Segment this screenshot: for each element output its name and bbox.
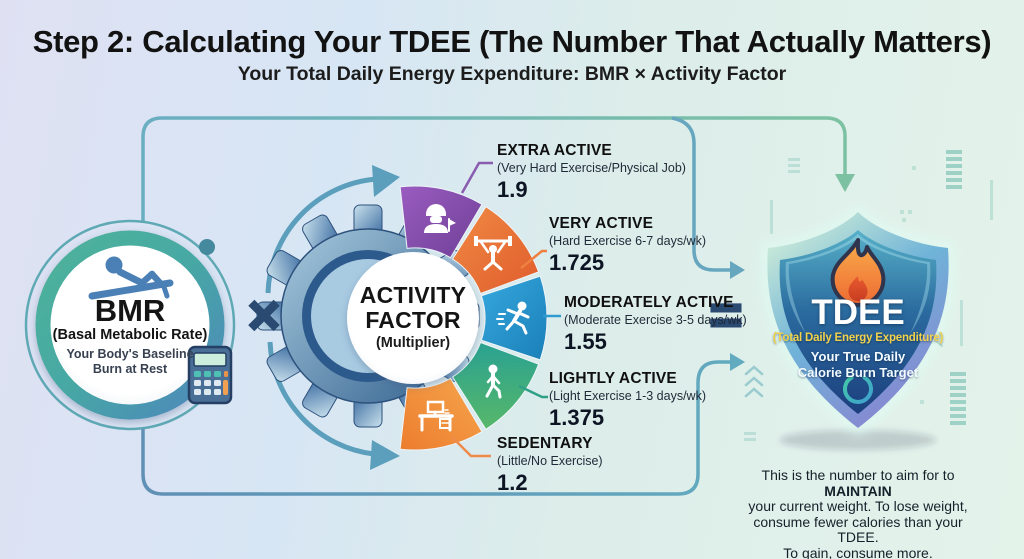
arrow-right-icon [730, 353, 745, 371]
bmr-text-block: BMR (Basal Metabolic Rate) Your Body's B… [45, 295, 215, 377]
activity-factor-text-block: ACTIVITY FACTOR (Multiplier) [333, 282, 493, 352]
footnote-line1: This is the number to aim for to MAINTAI… [733, 467, 983, 499]
level-desc: (Light Exercise 1-3 days/wk) [549, 389, 707, 403]
tdee-desc-line2: Calorie Burn Target [797, 364, 919, 380]
level-extra-active: EXTRA ACTIVE (Very Hard Exercise/Physica… [497, 142, 686, 203]
level-value: 1.2 [497, 470, 528, 495]
flame-icon [830, 238, 886, 307]
activity-hub [347, 252, 479, 384]
tdee-text-block: TDEE (Total Daily Energy Expenditure) Yo… [758, 293, 958, 380]
level-desc: (Moderate Exercise 3-5 days/wk) [564, 313, 747, 327]
arrow-down-icon [835, 174, 855, 192]
walker-icon [485, 364, 502, 399]
level-name: LIGHTLY ACTIVE [549, 370, 677, 387]
construction-worker-icon [424, 204, 456, 233]
activity-factor-label-line2: FACTOR [365, 307, 461, 333]
level-desc: (Hard Exercise 6-7 days/wk) [549, 234, 706, 248]
segment-sedentary [399, 377, 483, 451]
multiply-sign: × [246, 283, 281, 346]
level-name: MODERATELY ACTIVE [564, 294, 734, 311]
level-name: VERY ACTIVE [549, 215, 654, 232]
bmr-label: BMR [94, 293, 166, 328]
level-value: 1.725 [549, 250, 605, 275]
footnote-line1-pre: This is the number to aim for to [761, 467, 955, 483]
tdee-desc-line1: Your True Daily [810, 349, 906, 364]
activity-factor-label-line1: ACTIVITY [359, 282, 467, 308]
page-title: Step 2: Calculating Your TDEE (The Numbe… [32, 24, 992, 59]
weightlifter-icon [474, 236, 512, 271]
bmr-desc-line2: Burn at Rest [92, 362, 168, 376]
power-icon [843, 371, 873, 404]
level-sedentary: SEDENTARY (Little/No Exercise) 1.2 [497, 435, 603, 496]
level-name: EXTRA ACTIVE [497, 142, 612, 159]
ring-node-dot [199, 239, 215, 255]
calculator-icon [187, 345, 233, 405]
bmr-description: Your Body's Baseline Burn at Rest [45, 347, 215, 377]
tdee-shield [761, 203, 955, 450]
bmr-circle [24, 219, 236, 431]
bmr-desc-line1: Your Body's Baseline [66, 347, 194, 361]
level-name: SEDENTARY [497, 435, 593, 452]
rotation-arrowhead-icon [372, 165, 400, 197]
connector-bottom [141, 353, 745, 496]
equals-sign: = [708, 283, 744, 346]
rotation-arrowhead-icon [370, 440, 400, 470]
page-subtitle: Your Total Daily Energy Expenditure: BMR… [237, 63, 787, 85]
arrow-right-icon [730, 261, 745, 279]
tdee-description: Your True Daily Calorie Burn Target [758, 349, 958, 380]
footnote-line2: your current weight. To lose weight, [748, 498, 968, 514]
activity-factor-sublabel: (Multiplier) [375, 335, 451, 351]
desk-icon [418, 400, 454, 432]
reclining-person-icon [88, 256, 174, 300]
footnote-line4: To gain, consume more. [783, 544, 933, 559]
level-value: 1.9 [497, 177, 528, 202]
runner-icon [496, 301, 530, 335]
label-connectors [451, 161, 561, 458]
level-desc: (Little/No Exercise) [497, 454, 603, 468]
level-desc: (Very Hard Exercise/Physical Job) [497, 161, 686, 175]
tdee-sublabel: (Total Daily Energy Expenditure) [772, 332, 944, 344]
level-very-active: VERY ACTIVE (Hard Exercise 6-7 days/wk) … [549, 215, 706, 276]
level-moderately-active: MODERATELY ACTIVE (Moderate Exercise 3-5… [564, 294, 747, 355]
footnote-line1-bold: MAINTAIN [824, 482, 892, 499]
level-value: 1.375 [549, 405, 605, 430]
level-value: 1.55 [564, 329, 607, 354]
connector-top [141, 116, 855, 279]
level-lightly-active: LIGHTLY ACTIVE (Light Exercise 1-3 days/… [549, 370, 706, 431]
footnote-line3: consume fewer calories than your TDEE. [753, 513, 963, 545]
tdee-label: TDEE [811, 293, 905, 332]
bmr-sublabel: (Basal Metabolic Rate) [52, 327, 208, 343]
footnote: This is the number to aim for to MAINTAI… [733, 467, 983, 559]
